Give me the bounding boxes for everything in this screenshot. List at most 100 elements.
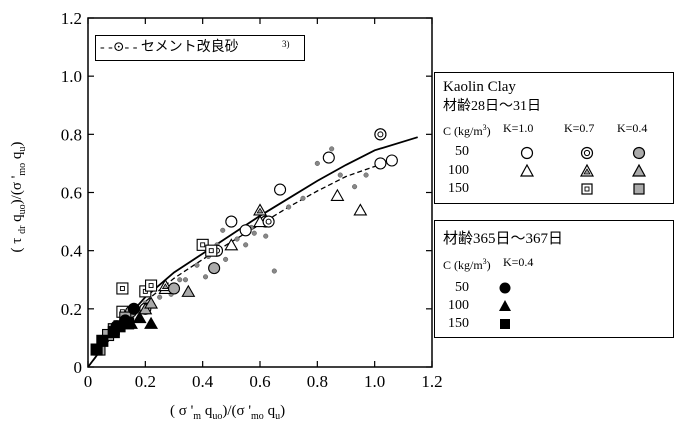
legend-365-row-100: 100 [448,298,469,313]
x-tick-label: 0.6 [249,372,270,391]
data-points [90,47,398,356]
solid-fit-line [87,136,418,368]
data-point-square-double-inner [200,242,206,248]
legend-365-row-150: 150 [448,316,469,331]
y-tick-label: 1.2 [61,9,82,28]
legend-365-row-50: 50 [455,280,469,295]
legend-kaolin-k2: K=0.7 [564,121,595,135]
legend-kaolin-k1: K=1.0 [503,121,534,135]
legend-kaolin-age: 材齢28日～31日 [443,99,541,114]
data-point-dot [194,262,200,268]
x-axis-label: ( σ 'm quo)/(σ 'mo qu) [170,403,286,422]
data-point-circle-gray [208,262,221,275]
legend-triangle-open [519,163,535,177]
data-point-circle-open [274,183,287,196]
data-point-triangle-gray [181,284,196,297]
x-tick-label: 0.8 [307,372,328,391]
data-point-dot [314,160,320,166]
data-point-dot [286,204,292,210]
data-point-dot [251,230,257,236]
legend-kaolin: Kaolin Clay 材齢28日～31日 C (kg/m3) K=1.0 K=… [434,72,674,204]
legend-kaolin-row-100: 100 [448,163,469,178]
y-tick-label: 0.2 [61,300,82,319]
legend-triangle-double [579,163,595,177]
data-point-dot [182,277,189,283]
data-point-dot [243,242,249,248]
data-point-triangle-open [224,238,239,251]
data-point-circle-open [239,224,252,237]
y-tick-label: 0.6 [61,184,82,203]
data-point-dot [271,268,277,274]
y-tick-label: 0.4 [61,242,83,261]
data-point-dot [223,256,229,262]
data-point-dot [263,233,269,239]
data-point-dot [363,172,369,178]
legend-kaolin-k3: K=0.4 [617,121,648,135]
legend-365-c: C (kg/m3) [443,257,491,272]
legend-circle-black [499,282,511,294]
data-point-dot [329,146,335,152]
legend-cement: - -⊙- - セメント改良砂 3) [95,35,305,61]
data-point-square-black [96,334,109,347]
legend-circle-gray [632,146,646,160]
data-point-dot [220,227,226,233]
legend-kaolin-c: C (kg/m3) [443,123,491,138]
legend-365-title: 材齢365日～367日 [443,231,564,247]
data-point-circle-open [225,215,238,228]
data-point-triangle-gray [144,296,159,309]
data-point-circle-open [374,157,387,170]
data-point-circle-double-inner [377,131,384,138]
legend-kaolin-title: Kaolin Clay [443,79,516,95]
data-point-square-double-inner [148,283,154,289]
data-point-square-black [122,317,135,330]
legend-365: 材齢365日～367日 C (kg/m3) K=0.4 50 100 150 [434,220,674,338]
legend-square-black [500,319,510,329]
legend-kaolin-row-50: 50 [455,144,469,159]
data-point-dot [177,277,183,283]
legend-kaolin-row-150: 150 [448,181,469,196]
data-point-triangle-double-inner [161,283,169,289]
x-tick-label: 0 [84,372,93,391]
legend-circle-double [580,146,594,160]
data-point-triangle-black [144,316,159,329]
legend-square-gray [633,183,645,195]
legend-circle-open [520,146,534,160]
legend-kaolin-symbols [519,146,647,195]
data-point-triangle-double-inner [256,207,264,214]
legend-triangle-black [499,300,511,311]
fit-lines [87,136,418,368]
axes [87,17,433,368]
data-point-square-double-inner [208,248,214,254]
x-tick-label: 0.2 [135,372,156,391]
y-axis-label: ( τ dr quo)/(σ 'mo qu) [9,141,28,253]
y-tick-label: 1.0 [61,67,82,86]
data-point-dot [202,274,209,280]
data-point-triangle-black [132,310,147,324]
legend-365-symbols [499,282,511,329]
data-point-circle-double-inner [265,218,272,225]
data-point-dot [337,172,343,178]
data-point-circle-black [127,302,140,315]
y-tick-label: 0 [74,358,83,377]
data-point-triangle-open [330,188,345,201]
y-tick-label: 0.8 [61,125,82,144]
data-point-circle-open [322,151,335,164]
x-tick-label: 0.4 [192,372,214,391]
tick-labels: 0 0.2 0.4 0.6 0.8 1.0 1.2 0 0.2 0.4 0.6 0.8 1.0 1.2 [61,9,443,391]
data-point-square-black [107,326,120,339]
data-point-triangle-gray [138,302,153,315]
legend-square-double [581,183,593,195]
data-point-circle-open [385,154,398,167]
legend-365-k: K=0.4 [503,255,534,269]
data-point-circle-gray [167,282,181,295]
data-point-dot [234,236,240,242]
x-tick-label: 1.2 [421,372,442,391]
x-tick-label: 1.0 [364,372,385,391]
data-point-dot [157,294,163,300]
data-point-square-double-inner [119,286,125,291]
data-point-dot [352,184,358,190]
legend-cement-sup: 3) [282,39,290,49]
legend-cement-label: - -⊙- - セメント改良砂 [100,40,239,55]
data-point-triangle-open [353,203,368,216]
